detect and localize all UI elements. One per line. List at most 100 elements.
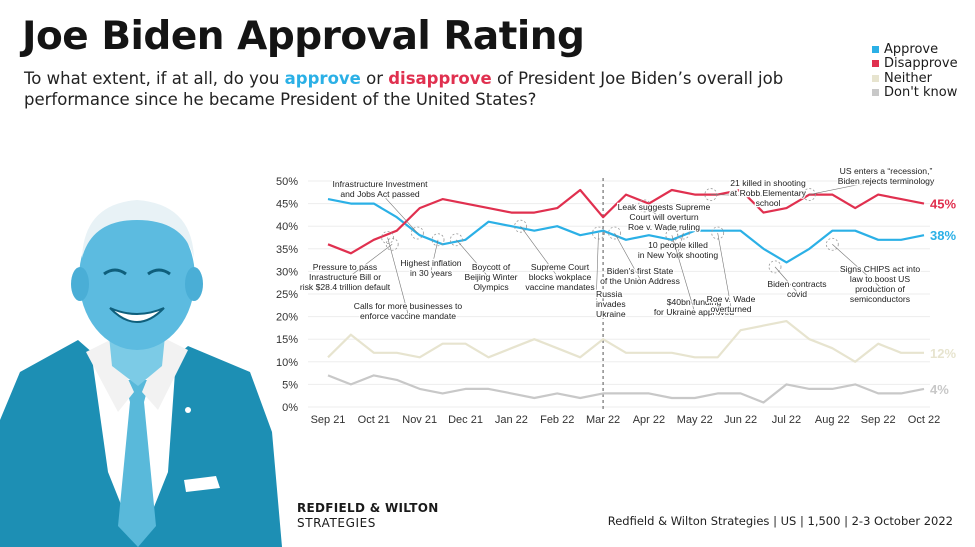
series-line-neither: [327, 320, 924, 363]
legend-label-dont-know: Don't know: [884, 85, 958, 101]
annotation-text-line: Supreme Court: [531, 262, 590, 272]
portrait-collar-left: [86, 340, 134, 412]
x-tick-label: Jun 22: [724, 414, 757, 426]
annotation-leader: [644, 205, 665, 221]
annotation-marker: [711, 226, 725, 240]
annotation-leader: [595, 232, 599, 308]
annotation-text-line: in New York shooting: [638, 250, 718, 260]
annotation-marker: [825, 237, 839, 251]
annotation-text-line: Boycott of: [472, 262, 511, 272]
series-end-labels: 4% 12% 38% 45%: [930, 197, 956, 397]
legend-label-approve: Approve: [884, 41, 939, 57]
annotation-leader: [520, 226, 561, 281]
annotation-marker: [802, 188, 816, 201]
legend-item-disapprove: Disapprove: [872, 56, 958, 72]
subtitle-part3: of President Joe Biden’s overall job per…: [24, 69, 784, 109]
annotation-leader: [677, 232, 684, 254]
annotation-text-line: Calls for more businesses to: [354, 301, 463, 311]
annotation-text-line: for Ukraine approved: [654, 307, 734, 317]
annotation-marker: [637, 199, 651, 213]
annotation-text-line: at Robb Elementary: [730, 188, 807, 198]
y-tick-label: 40%: [276, 221, 298, 233]
portrait-pocket-square: [184, 476, 220, 492]
annotation-text-line: semiconductors: [850, 294, 910, 304]
annotation-text-line: and Jobs Act passed: [340, 189, 420, 199]
x-tick-label: Feb 22: [540, 414, 574, 426]
annotation-text-line: invades: [596, 299, 626, 309]
legend-swatch-disapprove: [872, 60, 879, 68]
portrait-eye-left: [103, 268, 127, 276]
annotation-text-line: Leak suggests Supreme: [618, 202, 711, 212]
portrait-flag-pin: [185, 407, 191, 413]
legend-swatch-dont-know: [872, 89, 879, 97]
annotation-text-line: Biden's first State: [607, 266, 674, 276]
x-tick-label: Jul 22: [772, 414, 801, 426]
joe-biden-portrait: [0, 200, 282, 547]
legend-item-dont-know: Don't know: [872, 85, 958, 101]
x-tick-label: Oct 21: [358, 414, 390, 426]
subtitle-part1: To what extent, if at all, do you: [24, 69, 285, 88]
annotation-marker: [381, 231, 395, 244]
subtitle-part2: or: [360, 69, 389, 88]
y-tick-label: 15%: [276, 334, 298, 346]
portrait-ear-left: [71, 267, 89, 301]
chart-gridlines: [308, 180, 930, 408]
y-tick-label: 35%: [276, 244, 298, 256]
series-line-don-t-know: [327, 374, 925, 404]
annotation-leader: [430, 239, 439, 272]
brand-line1: REDFIELD & WILTON: [297, 501, 439, 515]
portrait-tie: [118, 380, 156, 547]
portrait-eye-right: [147, 268, 171, 276]
legend-item-approve: Approve: [872, 42, 958, 57]
annotation-text-line: school: [756, 198, 781, 208]
x-tick-label: Aug 22: [815, 414, 850, 426]
annotation-leader: [832, 244, 881, 288]
y-tick-label: 5%: [282, 379, 298, 391]
annotation-text-line: of the Union Address: [600, 276, 680, 286]
annotation-text-line: 10 people killed: [648, 240, 708, 250]
annotation-leader: [671, 235, 695, 311]
annotation-text-line: Beijing Winter: [464, 272, 517, 282]
x-tick-label: Dec 21: [448, 414, 483, 426]
annotation-leader: [809, 178, 887, 195]
annotation-text-line: enforce vaccine mandate: [360, 311, 456, 321]
x-tick-label: Apr 22: [633, 414, 665, 426]
x-tick-label: Sep 21: [311, 414, 346, 426]
annotation-leader: [379, 191, 418, 234]
portrait-suit: [0, 340, 282, 547]
portrait-face: [79, 206, 195, 350]
end-label-don-t-know: 4%: [930, 382, 949, 397]
annotation-text-line: Ukraine: [596, 309, 626, 319]
brand-line2: STRATEGIES: [297, 516, 377, 530]
annotation-text-line: Highest inflation: [400, 258, 461, 268]
series-line-approve: [327, 198, 925, 264]
annotation-leader: [710, 194, 769, 197]
portrait-ear-right: [185, 267, 203, 301]
annotation-text-line: Pressure to pass: [313, 262, 377, 272]
portrait-smile: [109, 307, 165, 323]
legend-item-neither: Neither: [872, 71, 958, 86]
x-tick-label: Jan 22: [495, 414, 528, 426]
y-tick-label: 0%: [282, 402, 298, 414]
end-label-approve: 38%: [930, 228, 956, 243]
annotation-text-line: Roe v. Wade ruling: [628, 222, 700, 232]
annotation-text-line: Signs CHIPS act into: [840, 264, 920, 274]
chart-legend: Approve Disapprove Neither Don't know: [872, 42, 958, 100]
annotation-text-line: Inrastructure Bill or: [309, 272, 381, 282]
annotation-marker: [768, 260, 782, 274]
chart-title: Joe Biden Approval Rating: [22, 14, 585, 59]
legend-label-disapprove: Disapprove: [884, 56, 958, 72]
annotation-marker: [676, 226, 690, 240]
legend-swatch-approve: [872, 45, 879, 53]
y-tick-label: 30%: [276, 266, 298, 278]
chart-series: [327, 188, 925, 404]
y-tick-label: 45%: [276, 199, 298, 211]
